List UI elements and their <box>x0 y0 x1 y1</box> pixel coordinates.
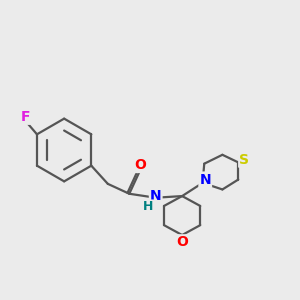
Text: S: S <box>239 153 249 167</box>
Text: O: O <box>134 158 146 172</box>
Text: O: O <box>176 235 188 249</box>
Text: N: N <box>200 172 211 187</box>
Text: N: N <box>150 189 161 203</box>
Text: F: F <box>21 110 30 124</box>
Text: H: H <box>143 200 154 214</box>
